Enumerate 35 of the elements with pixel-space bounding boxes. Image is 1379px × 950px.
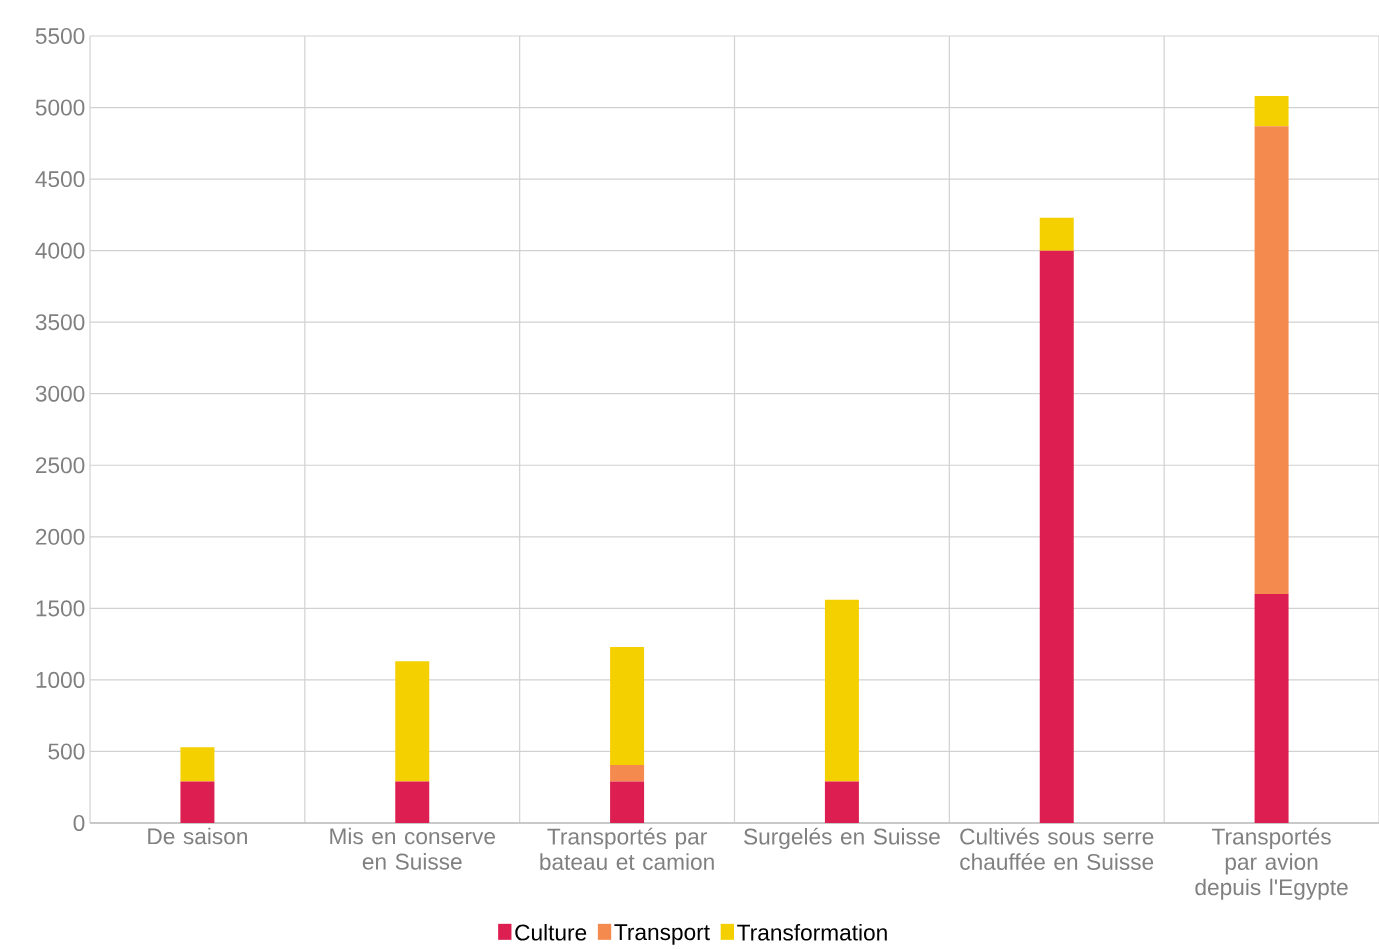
y-tick-label: 2000 <box>36 528 85 545</box>
y-tick-label: 3500 <box>35 314 85 331</box>
bar <box>824 599 859 782</box>
y-tick-label: 2500 <box>36 457 85 474</box>
legend-label: Culture <box>515 923 587 941</box>
bar <box>610 781 645 823</box>
y-tick-label: 4500 <box>35 171 85 188</box>
bar <box>1254 594 1289 823</box>
x-tick-label: Surgelés en Suisse <box>744 827 940 850</box>
x-tick-label: Cultivés sous serre chauffée en Suisse <box>960 827 1154 870</box>
bar <box>824 781 859 823</box>
y-tick-label: 1500 <box>36 600 85 617</box>
x-tick-label: Mis en conserve en Suisse <box>330 827 495 870</box>
bar <box>180 781 215 823</box>
bar <box>395 661 430 782</box>
bar <box>395 781 430 823</box>
bar <box>610 646 645 766</box>
y-tick-label: 4000 <box>35 242 85 259</box>
bar <box>610 765 645 782</box>
bar <box>1254 126 1289 595</box>
y-tick-label: 3000 <box>35 385 85 402</box>
bar <box>1039 250 1074 823</box>
x-tick-label: Transportés par avion depuis l'Egypte <box>1195 827 1348 900</box>
bar <box>1039 217 1074 251</box>
bar <box>1254 96 1289 127</box>
x-tick-label: De saison <box>148 827 247 845</box>
legend-label: Transformation <box>737 923 887 941</box>
y-tick-label: 500 <box>48 743 85 760</box>
legend-label: Transport <box>614 924 710 945</box>
bar <box>180 747 215 782</box>
y-tick-label: 1000 <box>36 671 85 688</box>
y-tick-label: 5500 <box>35 27 85 45</box>
x-tick-label: Transportés par bateau et camion <box>540 827 714 870</box>
y-tick-label: 0 <box>73 814 85 832</box>
y-tick-label: 5000 <box>35 99 85 116</box>
